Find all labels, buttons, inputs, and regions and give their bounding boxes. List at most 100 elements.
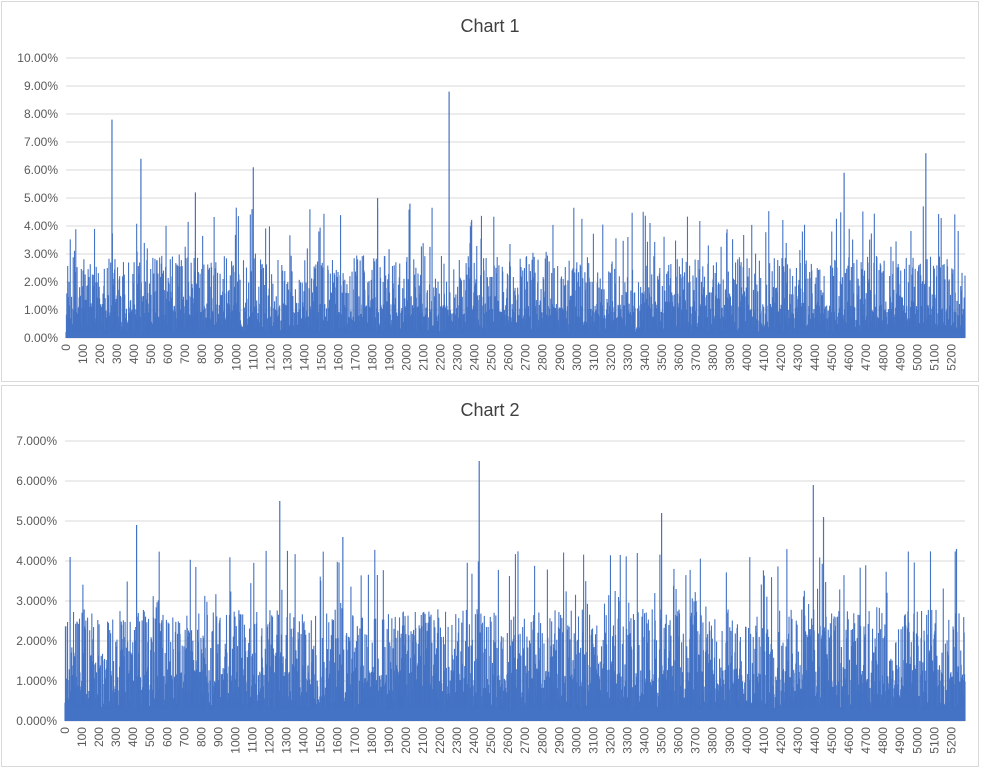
x-tick-label: 3400 [638, 344, 652, 371]
x-tick-label: 2100 [416, 727, 430, 754]
x-tick-label: 700 [177, 727, 191, 747]
x-tick-label: 2200 [433, 727, 447, 754]
x-tick-label: 0 [59, 344, 73, 351]
x-tick-label: 700 [178, 344, 192, 364]
x-tick-label: 1400 [297, 344, 311, 371]
x-tick-label: 1500 [314, 727, 328, 754]
x-tick-label: 4200 [774, 344, 788, 371]
x-tick-label: 100 [76, 344, 90, 364]
x-tick-label: 2300 [451, 344, 465, 371]
x-tick-label: 4100 [757, 727, 771, 754]
x-tick-label: 5200 [944, 727, 958, 754]
x-tick-label: 2100 [417, 344, 431, 371]
x-tick-label: 3800 [706, 727, 720, 754]
x-tick-label: 1700 [348, 344, 362, 371]
y-tick-label: 7.00% [24, 135, 58, 149]
x-tick-label: 1100 [246, 344, 260, 370]
chart-2-panel: Chart 2 0.000% 1.000% 2.000% 3.000% 4.000% 5.… [1, 385, 979, 767]
x-tick-label: 1600 [331, 344, 345, 371]
x-tick-label: 1900 [382, 727, 396, 754]
x-tick-label: 4000 [740, 727, 754, 754]
x-tick-label: 4200 [774, 727, 788, 754]
bar-series [64, 461, 966, 721]
x-tick-label: 2000 [400, 344, 414, 371]
x-tick-label: 2700 [519, 344, 533, 371]
x-tick-label: 1000 [229, 344, 243, 371]
x-tick-label: 100 [75, 727, 89, 747]
x-tick-label: 2900 [553, 344, 567, 371]
x-tick-label: 2900 [552, 727, 566, 754]
x-tick-label: 3900 [723, 727, 737, 754]
x-tick-label: 2700 [518, 727, 532, 754]
x-tick-label: 4500 [825, 727, 839, 754]
y-tick-label: 10.00% [17, 51, 58, 65]
x-tick-label: 3500 [655, 727, 669, 754]
y-tick-label: 4.00% [24, 219, 58, 233]
x-tick-label: 800 [194, 727, 208, 747]
x-tick-label: 500 [143, 727, 157, 747]
x-tick-label: 3900 [723, 344, 737, 371]
x-tick-label: 900 [211, 727, 225, 747]
x-tick-label: 2200 [434, 344, 448, 371]
x-tick-label: 3600 [672, 344, 686, 371]
x-tick-label: 1400 [297, 727, 311, 754]
x-tick-label: 3700 [689, 727, 703, 754]
x-tick-label: 2500 [484, 727, 498, 754]
x-tick-label: 3000 [569, 727, 583, 754]
chart-2-plot: 0.000% 1.000% 2.000% 3.000% 4.000% 5.000% 6.00… [16, 434, 966, 754]
chart-1-panel: Chart 1 0.00% 1.00% 2.00% 3.00% 4.00% 5.00% 6.… [1, 1, 979, 382]
chart-2-title: Chart 2 [460, 400, 520, 420]
x-tick-label: 3700 [689, 344, 703, 371]
x-tick-label: 3200 [604, 344, 618, 371]
chart-1-title: Chart 1 [460, 16, 520, 36]
y-tick-label: 6.000% [16, 474, 57, 488]
y-tick-label: 9.00% [24, 79, 58, 93]
x-tick-label: 3000 [570, 344, 584, 371]
x-tick-label: 4100 [757, 344, 771, 371]
x-tick-label: 3600 [672, 727, 686, 754]
x-tick-label: 2300 [450, 727, 464, 754]
x-tick-label: 2500 [485, 344, 499, 371]
x-tick-label: 3800 [706, 344, 720, 371]
bar-base [66, 332, 965, 338]
x-tick-label: 1200 [263, 727, 277, 754]
x-tick-label: 1000 [228, 727, 242, 754]
x-tick-label: 2400 [468, 344, 482, 371]
x-tick-label: 3100 [587, 344, 601, 371]
x-tick-label: 1300 [280, 344, 294, 371]
y-tick-label: 2.00% [24, 275, 58, 289]
x-tick-label: 4600 [842, 344, 856, 371]
y-tick-label: 1.000% [16, 674, 57, 688]
x-tick-label: 1700 [348, 727, 362, 754]
x-tick-label: 1500 [314, 344, 328, 371]
x-tick-label: 4900 [893, 344, 907, 371]
x-tick-label: 2800 [535, 727, 549, 754]
x-tick-label: 4500 [825, 344, 839, 371]
x-tick-label: 2600 [501, 727, 515, 754]
x-tick-label: 400 [127, 344, 141, 364]
x-tick-label: 3300 [621, 727, 635, 754]
x-tick-label: 300 [110, 344, 124, 364]
y-tick-label: 1.00% [24, 303, 58, 317]
x-tick-label: 3100 [586, 727, 600, 754]
y-tick-label: 3.00% [24, 247, 58, 261]
x-tick-label: 5200 [944, 344, 958, 371]
x-tick-label: 1100 [246, 727, 260, 753]
x-tick-label: 300 [109, 727, 123, 747]
x-tick-label: 4400 [808, 727, 822, 754]
x-tick-label: 200 [92, 727, 106, 747]
bar-base [65, 709, 965, 721]
x-tick-label: 600 [161, 344, 175, 364]
chart-1-plot: 0.00% 1.00% 2.00% 3.00% 4.00% 5.00% 6.00% 7.00%… [17, 51, 966, 371]
y-tick-label: 6.00% [24, 163, 58, 177]
x-tick-label: 4700 [859, 344, 873, 371]
y-tick-label: 8.00% [24, 107, 58, 121]
x-tick-label: 4800 [876, 344, 890, 371]
x-tick-label: 5000 [910, 727, 924, 754]
y-tick-label: 5.00% [24, 191, 58, 205]
x-tick-label: 1800 [365, 344, 379, 371]
x-tick-label: 200 [93, 344, 107, 364]
x-tick-label: 0 [58, 727, 72, 734]
x-tick-label: 2000 [399, 727, 413, 754]
x-tick-label: 1800 [365, 727, 379, 754]
